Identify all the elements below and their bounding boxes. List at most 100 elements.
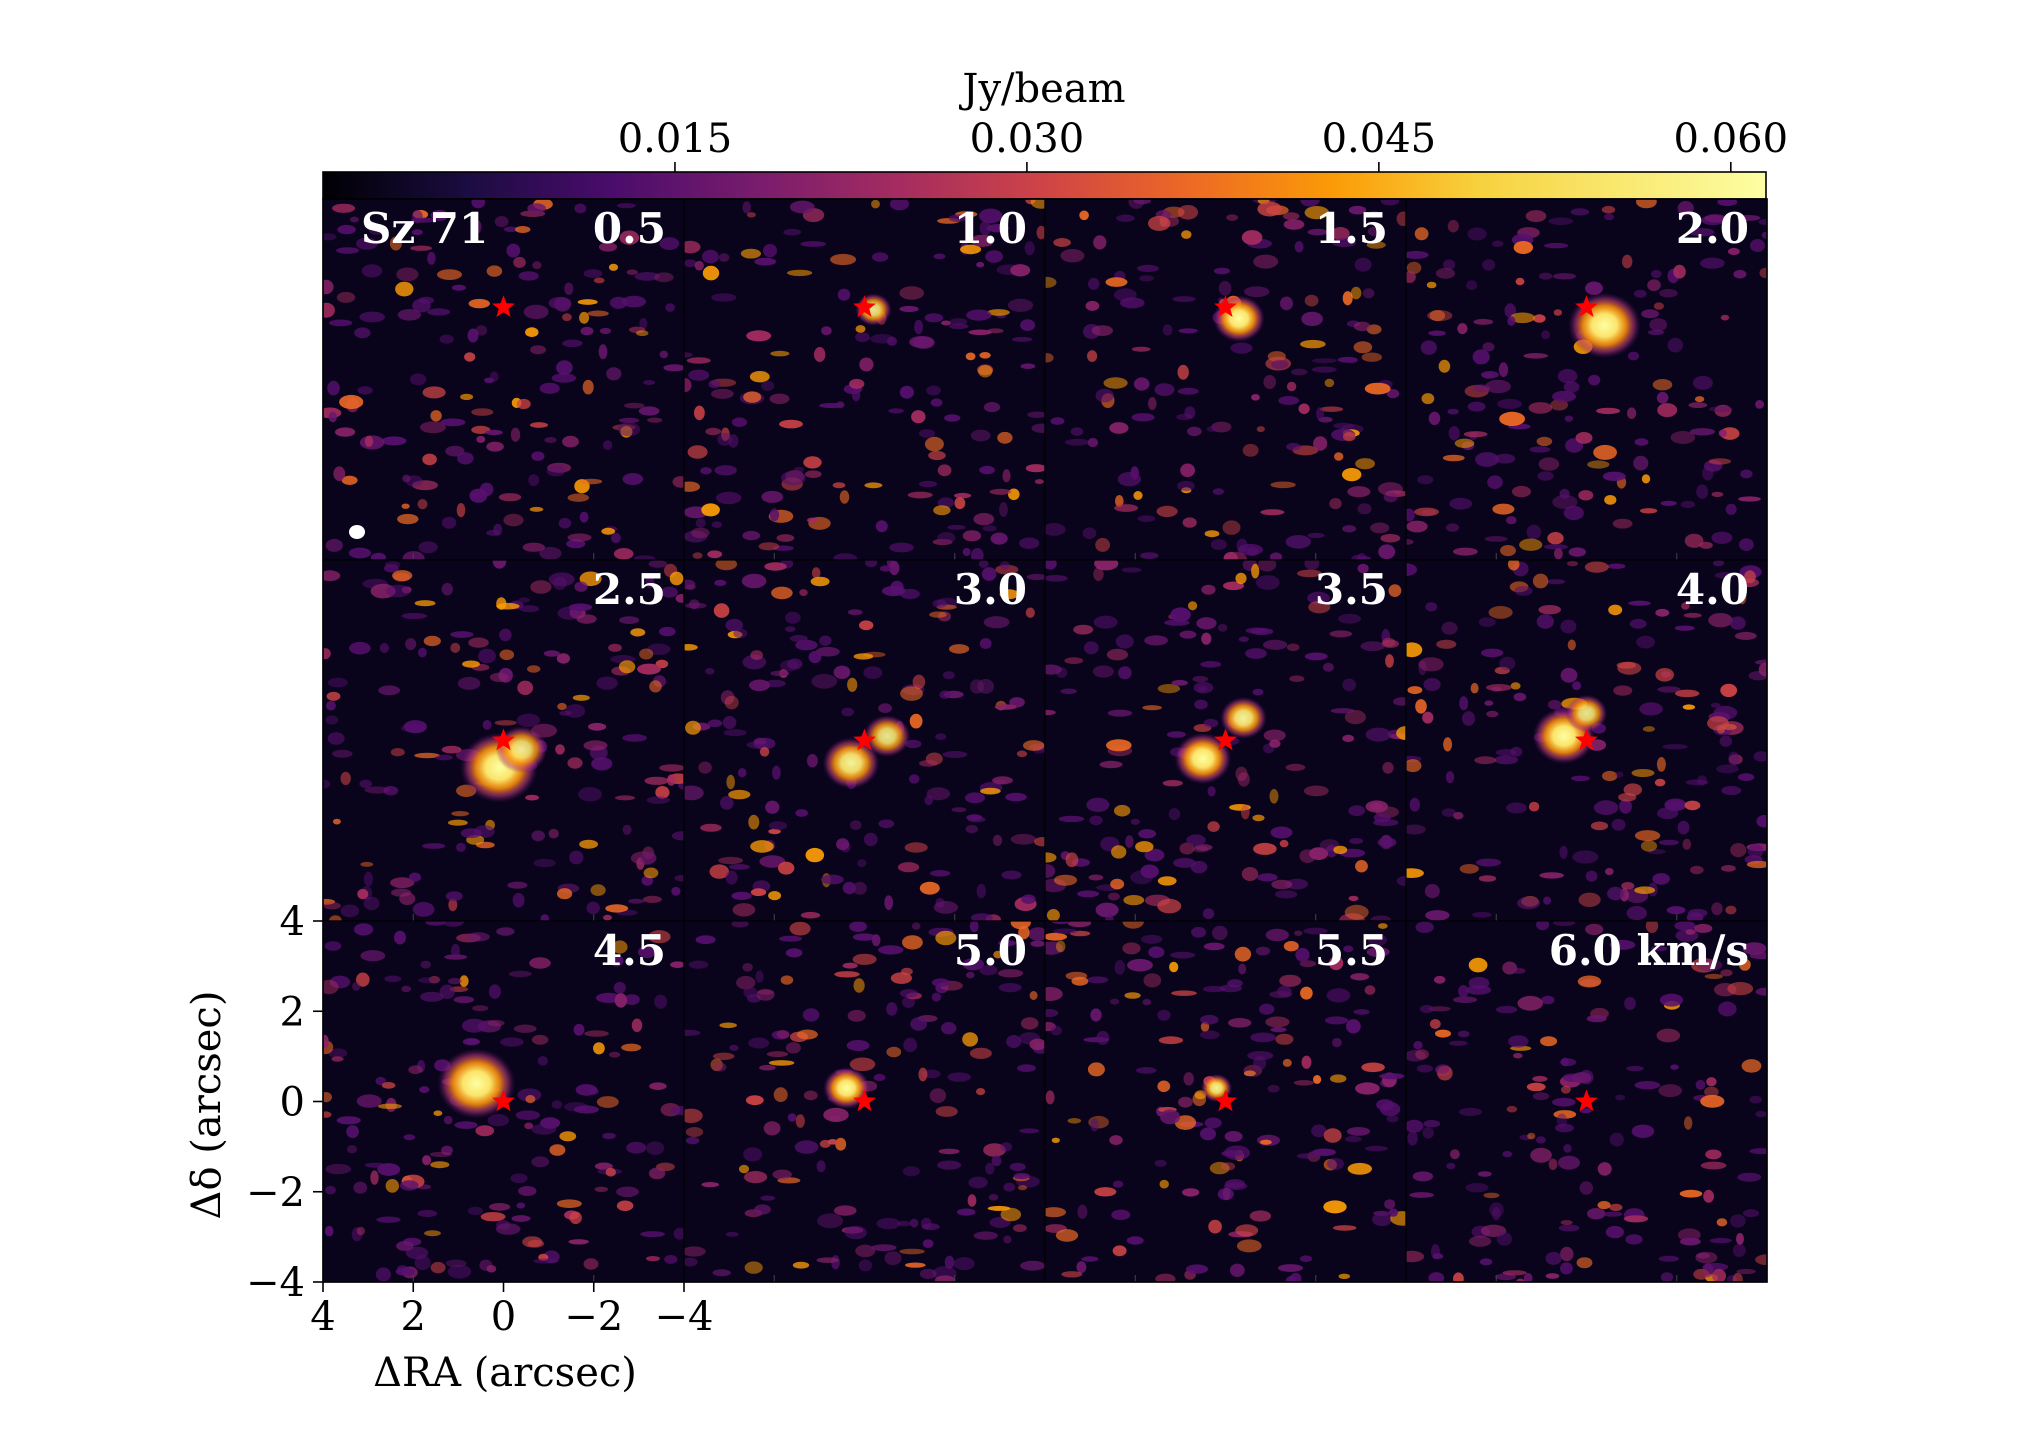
noise-speckle bbox=[1424, 884, 1440, 899]
noise-speckle bbox=[1251, 394, 1260, 401]
noise-speckle bbox=[1361, 1062, 1385, 1073]
noise-speckle bbox=[720, 690, 735, 705]
noise-speckle bbox=[1539, 272, 1553, 280]
noise-speckle bbox=[685, 1127, 704, 1137]
noise-speckle bbox=[909, 713, 923, 729]
noise-speckle bbox=[564, 282, 574, 295]
noise-speckle bbox=[1347, 486, 1371, 498]
noise-speckle bbox=[789, 200, 815, 214]
noise-speckle bbox=[1657, 686, 1681, 693]
noise-speckle bbox=[1740, 469, 1753, 479]
noise-speckle bbox=[619, 616, 640, 624]
noise-speckle bbox=[1263, 639, 1288, 650]
noise-speckle bbox=[1468, 1235, 1492, 1247]
noise-speckle bbox=[688, 599, 700, 610]
noise-speckle bbox=[552, 576, 567, 590]
noise-speckle bbox=[930, 870, 951, 877]
noise-speckle bbox=[1628, 600, 1651, 606]
noise-speckle bbox=[396, 267, 419, 282]
noise-speckle bbox=[527, 665, 541, 673]
noise-speckle bbox=[575, 1084, 598, 1096]
noise-speckle bbox=[1435, 1029, 1451, 1038]
noise-speckle bbox=[1502, 1270, 1527, 1276]
noise-speckle bbox=[408, 1065, 423, 1075]
noise-speckle bbox=[448, 819, 468, 826]
noise-speckle bbox=[1304, 560, 1320, 570]
noise-speckle bbox=[1344, 710, 1366, 725]
noise-speckle bbox=[1096, 1030, 1110, 1045]
noise-speckle bbox=[1131, 413, 1155, 422]
noise-speckle bbox=[695, 935, 716, 945]
noise-speckle bbox=[486, 265, 503, 277]
noise-speckle bbox=[1445, 771, 1455, 784]
noise-speckle bbox=[1666, 801, 1686, 810]
noise-speckle bbox=[1528, 801, 1540, 812]
noise-speckle bbox=[450, 631, 474, 638]
noise-speckle bbox=[1478, 875, 1497, 882]
noise-speckle bbox=[420, 991, 444, 1002]
noise-speckle bbox=[1362, 288, 1375, 299]
noise-speckle bbox=[580, 326, 594, 336]
noise-speckle bbox=[1548, 1158, 1558, 1171]
noise-speckle bbox=[1414, 507, 1439, 517]
noise-speckle bbox=[1045, 852, 1057, 863]
noise-speckle bbox=[1027, 411, 1045, 418]
noise-speckle bbox=[567, 533, 592, 542]
noise-speckle bbox=[1182, 517, 1197, 528]
noise-speckle bbox=[855, 332, 870, 343]
noise-speckle bbox=[594, 1162, 613, 1170]
noise-speckle bbox=[1342, 525, 1357, 533]
noise-speckle bbox=[1365, 727, 1392, 742]
noise-speckle bbox=[605, 1167, 616, 1177]
noise-speckle bbox=[489, 1203, 511, 1211]
noise-speckle bbox=[1226, 214, 1238, 221]
noise-speckle bbox=[670, 1105, 684, 1116]
noise-speckle bbox=[583, 1258, 599, 1270]
panel-background bbox=[323, 199, 684, 560]
noise-speckle bbox=[487, 1019, 505, 1027]
noise-speckle bbox=[928, 450, 946, 461]
noise-speckle bbox=[787, 1113, 797, 1122]
noise-speckle bbox=[1209, 1161, 1230, 1175]
noise-speckle bbox=[1013, 1172, 1030, 1180]
noise-speckle bbox=[962, 548, 971, 556]
noise-speckle bbox=[1510, 746, 1523, 757]
noise-speckle bbox=[833, 553, 858, 560]
noise-speckle bbox=[324, 1225, 334, 1237]
noise-speckle bbox=[1674, 625, 1695, 631]
noise-speckle bbox=[1249, 1210, 1272, 1222]
noise-speckle bbox=[771, 586, 793, 600]
noise-speckle bbox=[459, 975, 469, 987]
noise-speckle bbox=[1684, 533, 1704, 548]
noise-speckle bbox=[1293, 1080, 1315, 1086]
noise-speckle bbox=[1171, 679, 1188, 686]
noise-speckle bbox=[414, 600, 436, 607]
noise-speckle bbox=[717, 432, 733, 446]
noise-speckle bbox=[728, 434, 739, 448]
noise-speckle bbox=[1029, 991, 1038, 1000]
noise-speckle bbox=[386, 584, 411, 598]
noise-speckle bbox=[852, 881, 867, 895]
noise-speckle bbox=[799, 589, 808, 597]
noise-speckle bbox=[1252, 814, 1265, 822]
noise-speckle bbox=[1025, 464, 1045, 473]
noise-speckle bbox=[638, 406, 660, 416]
noise-speckle bbox=[430, 410, 442, 422]
noise-speckle bbox=[1383, 492, 1398, 503]
noise-speckle bbox=[1571, 1072, 1592, 1084]
noise-speckle bbox=[492, 560, 507, 569]
noise-speckle bbox=[1615, 1094, 1626, 1101]
noise-speckle bbox=[1120, 297, 1145, 309]
star-marker bbox=[492, 295, 515, 317]
noise-speckle bbox=[1467, 401, 1486, 412]
noise-speckle bbox=[887, 336, 897, 346]
noise-speckle bbox=[1472, 911, 1492, 918]
noise-speckle bbox=[1182, 1188, 1200, 1197]
noise-speckle bbox=[354, 327, 371, 339]
noise-speckle bbox=[1406, 520, 1428, 533]
noise-speckle bbox=[1554, 547, 1563, 560]
noise-speckle bbox=[1200, 661, 1222, 668]
noise-speckle bbox=[1406, 759, 1422, 773]
noise-speckle bbox=[819, 635, 832, 646]
noise-speckle bbox=[1122, 921, 1144, 929]
